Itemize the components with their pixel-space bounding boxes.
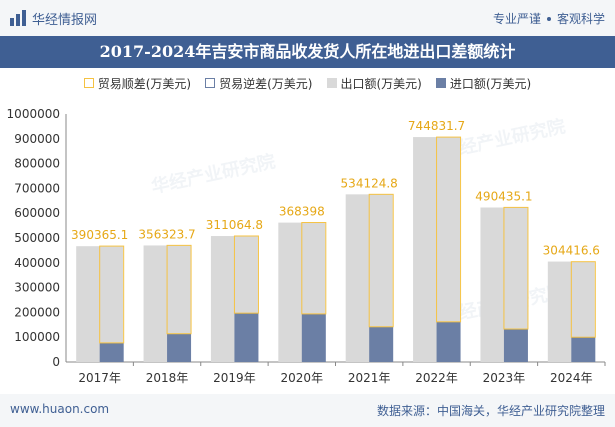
- footer-source: 数据来源：中国海关，华经产业研究院整理: [376, 404, 605, 418]
- legend-label: 出口额(万美元): [340, 76, 422, 91]
- legend-item-surplus: 贸易顺差(万美元): [83, 75, 192, 92]
- y-tick-label: 100000: [14, 330, 60, 344]
- import-bar: [167, 333, 192, 362]
- x-tick-label: 2021年: [348, 371, 391, 385]
- x-tick-label: 2020年: [281, 371, 324, 385]
- brand-tags: 专业严谨 客观科学: [493, 10, 605, 27]
- brand-logo-icon: [10, 10, 26, 26]
- import-bar: [234, 313, 259, 362]
- y-tick-label: 200000: [14, 305, 60, 319]
- x-tick-label: 2018年: [146, 371, 189, 385]
- y-tick-label: 400000: [14, 256, 60, 270]
- surplus-data-label: 311064.8: [206, 218, 263, 232]
- y-tick-label: 600000: [14, 206, 60, 220]
- y-tick-label: 900000: [14, 132, 60, 146]
- y-tick-label: 700000: [14, 181, 60, 195]
- legend-item-export: 出口额(万美元): [326, 75, 422, 92]
- surplus-bar: [436, 136, 462, 323]
- legend-swatch-import: [435, 78, 446, 88]
- surplus-data-label: 490435.1: [475, 189, 532, 203]
- x-tick-label: 2023年: [483, 371, 526, 385]
- legend-swatch-surplus: [83, 78, 94, 88]
- import-bar: [571, 337, 596, 362]
- x-tick-label: 2022年: [415, 371, 458, 385]
- y-tick-label: 300000: [14, 281, 60, 295]
- x-tick-label: 2017年: [78, 371, 121, 385]
- legend-label: 贸易逆差(万美元): [219, 76, 313, 91]
- surplus-bar: [99, 245, 125, 344]
- bar-chart: 0 100000 200000 300000 400000 500000 600000 700…: [7, 107, 606, 385]
- legend-item-deficit: 贸易逆差(万美元): [205, 75, 313, 92]
- x-tick-label: 2019年: [213, 371, 256, 385]
- surplus-data-label: 356323.7: [138, 227, 195, 241]
- import-bar: [99, 342, 124, 362]
- x-tick-label: 2024年: [550, 371, 593, 385]
- legend-swatch-deficit: [205, 78, 216, 88]
- surplus-bar: [166, 244, 192, 335]
- surplus-data-label: 390365.1: [71, 228, 128, 242]
- surplus-bar: [503, 206, 529, 330]
- surplus-bar: [570, 261, 596, 338]
- brand-tag: 客观科学: [556, 12, 605, 26]
- footer: www.huaon.com 数据来源：中国海关，华经产业研究院整理: [0, 394, 615, 427]
- surplus-data-label: 744831.7: [408, 119, 465, 133]
- legend: 贸易顺差(万美元) 贸易逆差(万美元) 出口额(万美元) 进口额(万美元): [0, 72, 615, 94]
- brand-tag: 专业严谨: [492, 12, 541, 26]
- import-bar: [369, 326, 394, 362]
- surplus-bar: [368, 193, 394, 328]
- dot-icon: [546, 16, 551, 21]
- y-tick-label: 0: [52, 355, 60, 369]
- legend-item-import: 进口额(万美元): [435, 75, 532, 92]
- surplus-bar: [233, 235, 259, 314]
- legend-label: 进口额(万美元): [449, 76, 532, 91]
- import-bar: [301, 313, 326, 362]
- y-tick-label: 1000000: [7, 107, 60, 121]
- import-bar: [503, 329, 528, 362]
- y-tick-label: 500000: [14, 231, 60, 245]
- surplus-bar: [301, 222, 327, 315]
- y-tick-label: 800000: [14, 157, 60, 171]
- footer-website: www.huaon.com: [10, 402, 110, 416]
- chart-title: 2017-2024年吉安市商品收发货人所在地进出口差额统计: [0, 36, 615, 68]
- brand-name: 华经情报网: [32, 12, 98, 28]
- surplus-data-label: 368398: [279, 205, 325, 219]
- legend-label: 贸易顺差(万美元): [97, 76, 192, 91]
- import-bar: [436, 321, 461, 362]
- surplus-data-label: 304416.6: [543, 244, 600, 258]
- brand: 华经情报网: [10, 9, 98, 28]
- surplus-data-label: 534124.8: [341, 176, 398, 190]
- legend-swatch-export: [326, 78, 337, 88]
- top-bar: 华经情报网 专业严谨 客观科学: [0, 0, 615, 36]
